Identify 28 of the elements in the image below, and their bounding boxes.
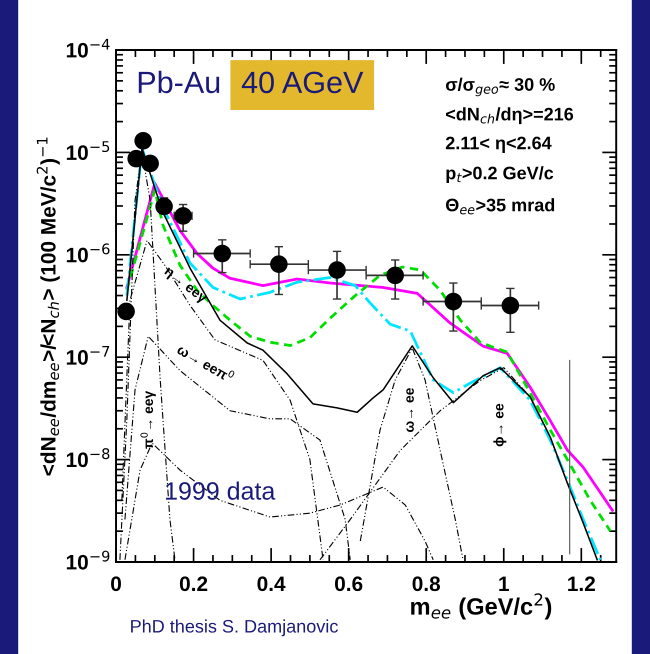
- annotation: <dN$_{ch}$/dη>=216: [446, 107, 574, 124]
- annotation: p$_{t}$>0.2 GeV/c: [446, 166, 554, 183]
- text: <dN$_{ee}$/dm$_{ee}$>/<N$_{ch}$> (100 MeV/c$^{2}$)$^{−1}$: [36, 138, 60, 476]
- annotation: σ/σ$_{geo}$≈ 30 %: [446, 78, 555, 96]
- y-tick-label: 10$^{−5}$: [66, 141, 110, 160]
- x-tick-label: 0.4: [257, 576, 286, 592]
- annotation: 2.11< η<2.64: [446, 136, 552, 153]
- y-tick-label: 10$^{−4}$: [66, 38, 110, 58]
- x-tick-label: 0.2: [180, 576, 208, 592]
- text: PhD thesis S. Damjanovic: [131, 619, 338, 636]
- text: Pb-Au: [138, 70, 220, 94]
- x-tick-label: 0.6: [335, 576, 362, 592]
- y-tick-label: 10$^{−7}$: [66, 346, 110, 365]
- annotation: π$^{0}$→ eeγ: [140, 390, 156, 449]
- annotation: Θ$_{ee}$>35 mrad: [446, 198, 554, 214]
- annotation: η→ eeγ: [162, 267, 208, 306]
- y-tick-label: 10$^{−9}$: [66, 550, 110, 570]
- x-tick-label: 0.8: [412, 576, 440, 592]
- x-axis-title: m$_{ee}$ (GeV/c$^{2}$): [411, 593, 552, 620]
- y-tick-label: 10$^{−8}$: [66, 448, 110, 468]
- annotation: ω→ ee: [406, 388, 414, 432]
- x-tick-label: 0: [111, 576, 121, 592]
- annotation: ω→ eeπ$^{0}$: [176, 342, 236, 384]
- annotation: ϕ→ ee: [493, 404, 506, 446]
- y-tick-label: 10$^{−6}$: [66, 243, 110, 262]
- text: 40 AGeV: [242, 72, 364, 94]
- x-tick-label: 1.2: [568, 576, 595, 591]
- x-tick-label: 1: [499, 576, 509, 591]
